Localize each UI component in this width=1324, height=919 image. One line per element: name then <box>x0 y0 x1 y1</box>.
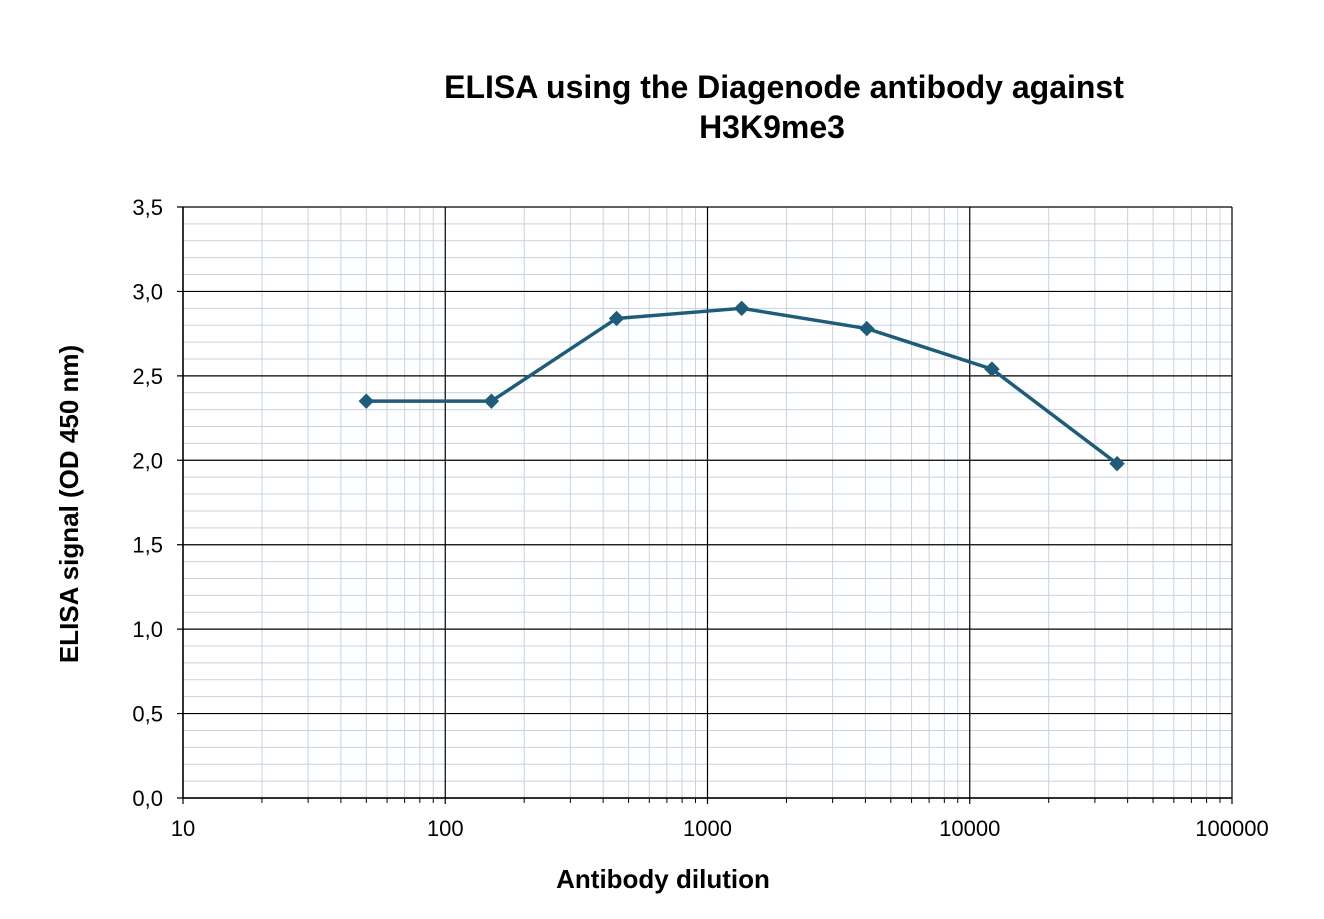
data-point-marker <box>483 393 500 409</box>
y-tick-labels: 0,0 0,5 1,0 1,5 2,0 2,5 3,0 3,5 <box>132 195 163 811</box>
y-tick-label: 0,5 <box>132 702 163 727</box>
x-tick-label: 10 <box>171 816 195 841</box>
x-tick-label: 10000 <box>939 816 1000 841</box>
x-tick-labels: 10 100 1000 10000 100000 <box>171 816 1269 841</box>
y-tick-label: 2,5 <box>132 364 163 389</box>
y-tick-label: 2,0 <box>132 448 163 473</box>
chart-title-line-1: ELISA using the Diagenode antibody again… <box>444 69 1124 105</box>
y-tick-label: 0,0 <box>132 786 163 811</box>
y-axis-title: ELISA signal (OD 450 nm) <box>54 345 84 663</box>
data-point-marker <box>358 393 375 409</box>
chart-title-line-2: H3K9me3 <box>699 109 845 145</box>
y-tick-label: 1,5 <box>132 533 163 558</box>
data-point-marker <box>608 310 625 327</box>
x-axis-title: Antibody dilution <box>556 864 770 894</box>
y-tick-label: 3,5 <box>132 195 163 220</box>
x-tick-label: 100 <box>427 816 464 841</box>
major-gridlines <box>177 206 1233 804</box>
axes <box>182 207 1232 803</box>
data-point-marker <box>984 361 1000 377</box>
series-line <box>366 306 1119 466</box>
y-tick-label: 1,0 <box>132 617 163 642</box>
data-point-marker <box>1109 455 1125 472</box>
data-point-marker <box>733 300 750 317</box>
data-point-marker <box>859 320 875 337</box>
y-tick-label: 3,0 <box>132 279 163 304</box>
x-tick-label: 1000 <box>683 816 732 841</box>
series-layer <box>358 300 1125 472</box>
x-tick-label: 100000 <box>1195 816 1268 841</box>
